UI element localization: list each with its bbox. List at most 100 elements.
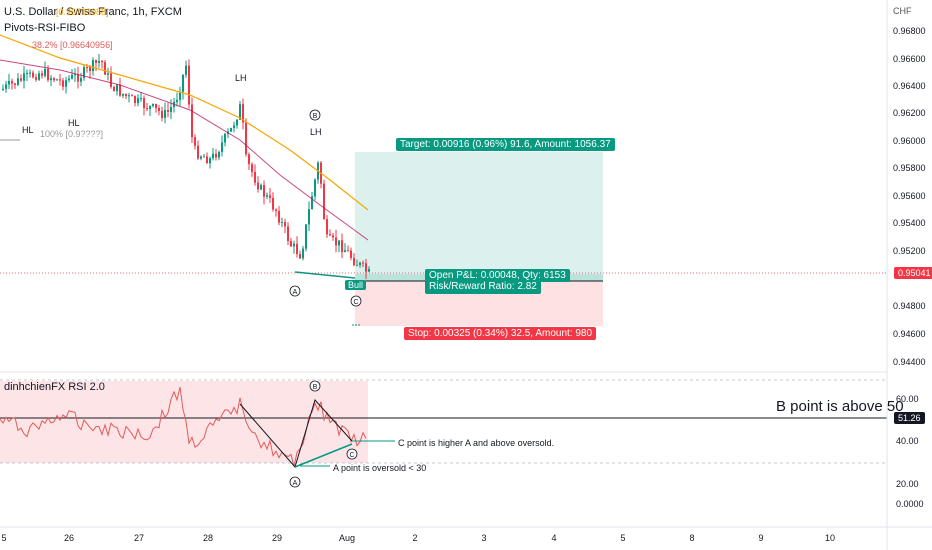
candle-body bbox=[32, 72, 34, 78]
candle-body bbox=[257, 182, 259, 190]
rsi-tick-label: 0.0000 bbox=[896, 499, 924, 509]
candle-body bbox=[29, 72, 31, 74]
candle-body bbox=[134, 96, 136, 104]
candle-body bbox=[56, 79, 58, 81]
price-tick-label: 0.95800 bbox=[893, 163, 926, 173]
candle-body bbox=[152, 103, 154, 106]
candle-body bbox=[140, 98, 142, 100]
candle-body bbox=[113, 86, 115, 92]
stop-label[interactable]: Stop: 0.00325 (0.34%) 32.5, Amount: 980 bbox=[404, 327, 597, 340]
candle-body bbox=[107, 73, 109, 75]
candle-body bbox=[5, 84, 7, 89]
price-tick-label: 0.94600 bbox=[893, 329, 926, 339]
candle-body bbox=[80, 77, 82, 82]
candle-body bbox=[305, 224, 307, 249]
candle-body bbox=[8, 80, 10, 85]
currency-label: CHF bbox=[893, 6, 912, 16]
candle-body bbox=[143, 98, 145, 109]
candle-body bbox=[362, 262, 364, 264]
candle-body bbox=[236, 119, 238, 126]
candle-body bbox=[71, 74, 73, 79]
indicator-name[interactable]: Pivots-RSI-FIBO bbox=[4, 22, 86, 34]
price-point-b-text: B bbox=[313, 113, 318, 120]
candle-body bbox=[365, 263, 367, 272]
price-tick-label: 0.95200 bbox=[893, 246, 926, 256]
target-label[interactable]: Target: 0.00916 (0.96%) 91.6, Amount: 10… bbox=[396, 138, 615, 151]
candle-body bbox=[176, 99, 178, 102]
candle-body bbox=[20, 78, 22, 81]
candle-body bbox=[119, 84, 121, 96]
candle-body bbox=[74, 74, 76, 76]
candle-body bbox=[101, 60, 103, 63]
pivot-hl-2: HL bbox=[68, 118, 80, 128]
rsi-title[interactable]: dinhchienFX RSI 2.0 bbox=[4, 381, 105, 393]
rsi-tick-label: 60.00 bbox=[896, 394, 919, 404]
candle-body bbox=[263, 185, 265, 197]
candle-body bbox=[164, 109, 166, 119]
candle-body bbox=[356, 265, 358, 267]
candle-body bbox=[83, 67, 85, 78]
candle-body bbox=[251, 164, 253, 172]
price-tick-label: 0.95600 bbox=[893, 191, 926, 201]
rsi-point-b-circle bbox=[309, 380, 321, 392]
candle-body bbox=[170, 107, 172, 112]
time-tick-label: 27 bbox=[134, 533, 144, 543]
time-tick-label: 26 bbox=[64, 533, 74, 543]
price-point-b-circle bbox=[309, 109, 321, 121]
rsi-note-c: C point is higher A and above oversold. bbox=[398, 438, 555, 448]
price-tick-label: 0.96400 bbox=[893, 81, 926, 91]
candle-body bbox=[215, 153, 217, 158]
candle-body bbox=[137, 98, 139, 104]
bull-tag: Bull bbox=[345, 280, 367, 290]
candle-body bbox=[41, 73, 43, 76]
rsi-point-a-circle bbox=[289, 476, 301, 488]
candle-body bbox=[341, 240, 343, 253]
candle-body bbox=[95, 60, 97, 64]
candle-body bbox=[14, 83, 16, 85]
candle-body bbox=[182, 74, 184, 92]
candle-body bbox=[326, 219, 328, 235]
candle-body bbox=[131, 95, 133, 97]
pivot-lh-1: LH bbox=[235, 73, 247, 83]
price-point-a-text: A bbox=[293, 289, 298, 296]
open-pl-label[interactable]: Open P&L: 0.00048, Qty: 6153 bbox=[425, 269, 570, 282]
price-tick-label: 0.94400 bbox=[893, 357, 926, 367]
rsi-band bbox=[0, 381, 368, 463]
fibo-level-38: 38.2% [0.96640956] bbox=[32, 40, 113, 50]
price-tick-label: 0.96600 bbox=[893, 54, 926, 64]
risk-reward-label[interactable]: Risk/Reward Ratio: 2.82 bbox=[425, 281, 541, 294]
price-tick-label: 0.94800 bbox=[893, 301, 926, 311]
rsi-current-badge: 51.26 bbox=[894, 412, 925, 424]
candle-body bbox=[278, 211, 280, 223]
candle-body bbox=[359, 262, 361, 266]
candle-body bbox=[368, 269, 370, 272]
candle-body bbox=[92, 60, 94, 72]
candle-body bbox=[2, 88, 4, 90]
candle-body bbox=[209, 158, 211, 164]
candle-body bbox=[26, 73, 28, 75]
candle-body bbox=[50, 78, 52, 81]
candle-body bbox=[59, 79, 61, 81]
chart-title: U.S. Dollar / Swiss Franc, 1h, FXCM bbox=[4, 6, 182, 18]
candle-body bbox=[284, 222, 286, 227]
rsi-point-c-circle bbox=[346, 448, 358, 460]
candle-body bbox=[110, 73, 112, 87]
candle-body bbox=[23, 73, 25, 81]
candle-body bbox=[332, 235, 334, 238]
moving-average-fast bbox=[0, 59, 369, 241]
candle-body bbox=[185, 65, 187, 75]
candle-body bbox=[38, 73, 40, 80]
candle-body bbox=[254, 171, 256, 183]
candle-body bbox=[269, 195, 271, 198]
candle-body bbox=[128, 95, 130, 97]
candle-body bbox=[239, 104, 241, 120]
candle-body bbox=[11, 80, 13, 84]
candle-body bbox=[35, 77, 37, 80]
price-tick-label: 0.96200 bbox=[893, 108, 926, 118]
price-tick-label: 0.95400 bbox=[893, 218, 926, 228]
rsi-wave-line bbox=[239, 399, 353, 469]
candle-body bbox=[242, 104, 244, 123]
rsi-point-c-text: C bbox=[349, 452, 354, 459]
candle-body bbox=[161, 111, 163, 119]
